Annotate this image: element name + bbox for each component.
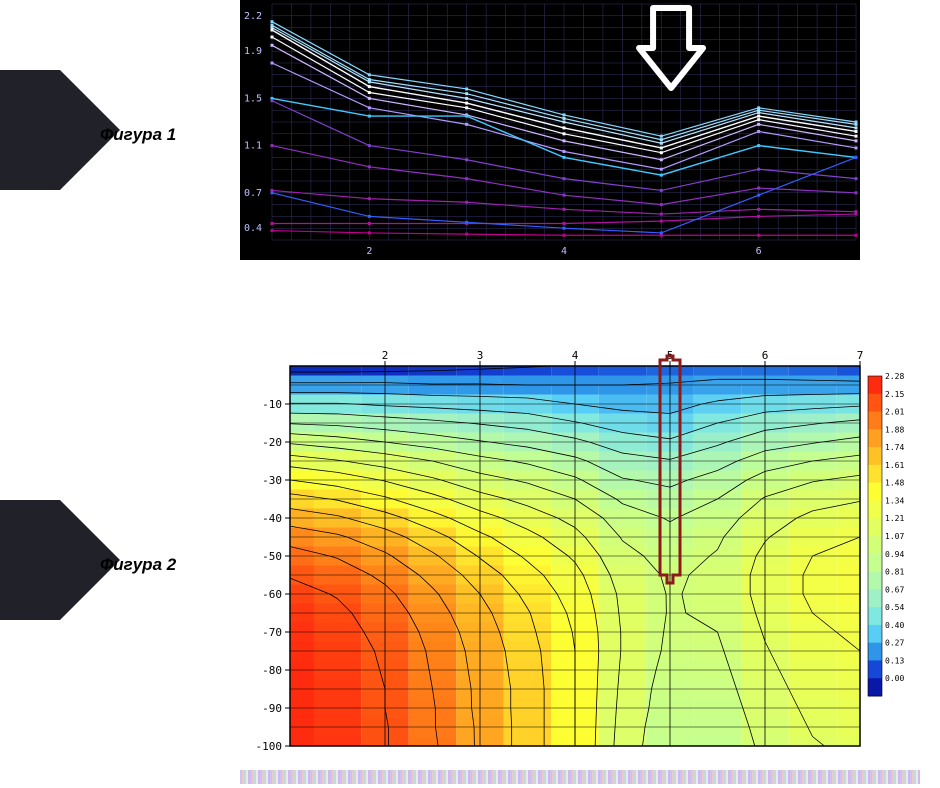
ytick-label: -70 xyxy=(262,626,282,639)
colorbar-tick: 2.15 xyxy=(885,390,904,399)
colorbar-tick: 2.01 xyxy=(885,408,904,417)
ytick-label: 1.9 xyxy=(244,46,262,57)
ytick-label: 0.7 xyxy=(244,188,262,199)
colorbar-tick: 0.54 xyxy=(885,603,904,612)
colorbar-tick: 0.67 xyxy=(885,585,904,594)
xtick-label: 4 xyxy=(561,246,567,257)
xtick-label: 3 xyxy=(477,350,484,362)
xtick-label: 2 xyxy=(366,246,372,257)
colorbar-tick: 1.07 xyxy=(885,532,904,541)
xtick-label: 6 xyxy=(756,246,762,257)
colorbar-tick: 1.21 xyxy=(885,514,904,523)
xtick-label: 4 xyxy=(572,350,579,362)
colorbar-tick: 1.61 xyxy=(885,461,904,470)
ytick-label: -100 xyxy=(256,740,283,750)
ytick-label: -40 xyxy=(262,512,282,525)
colorbar-tick: 1.48 xyxy=(885,479,904,488)
ytick-label: -80 xyxy=(262,664,282,677)
xtick-label: 2 xyxy=(382,350,389,362)
ytick-label: 1.1 xyxy=(244,141,262,152)
ytick-label: -50 xyxy=(262,550,282,563)
colorbar-tick: 2.28 xyxy=(885,372,904,381)
noise-strip xyxy=(240,770,920,784)
heatmap-fig2: 234567-10-20-30-40-50-60-70-80-90-1002.2… xyxy=(240,350,920,750)
colorbar-tick: 1.34 xyxy=(885,496,904,505)
colorbar-tick: 0.94 xyxy=(885,550,904,559)
ytick-label: 0.4 xyxy=(244,223,262,234)
colorbar: 2.28 2.15 2.01 1.88 1.74 1.61 1.48 1.34 1.21 1.07… xyxy=(868,372,904,697)
xtick-label: 6 xyxy=(762,350,769,362)
ytick-label: -30 xyxy=(262,474,282,487)
badge-fig2 xyxy=(0,500,60,620)
colorbar-tick: 0.13 xyxy=(885,656,904,665)
colorbar-tick: 1.74 xyxy=(885,443,904,452)
colorbar-tick: 1.88 xyxy=(885,425,904,434)
ytick-label: 1.5 xyxy=(244,93,262,104)
badge-fig1 xyxy=(0,70,60,190)
colorbar-tick: 0.81 xyxy=(885,568,904,577)
line-chart-fig1: 0.4 0.7 1.1 1.5 1.9 2.2 2 4 6 xyxy=(240,0,860,260)
ytick-label: 2.2 xyxy=(244,11,262,22)
ytick-label: -10 xyxy=(262,398,282,411)
colorbar-tick: 0.00 xyxy=(885,674,904,683)
label-fig2: Фигура 2 xyxy=(100,555,176,575)
ytick-label: -20 xyxy=(262,436,282,449)
colorbar-tick: 0.40 xyxy=(885,621,904,630)
ytick-label: -90 xyxy=(262,702,282,715)
ytick-label: -60 xyxy=(262,588,282,601)
xtick-label: 7 xyxy=(857,350,864,362)
colorbar-tick: 0.27 xyxy=(885,639,904,648)
label-fig1: Фигура 1 xyxy=(100,125,176,145)
grid xyxy=(290,366,860,746)
